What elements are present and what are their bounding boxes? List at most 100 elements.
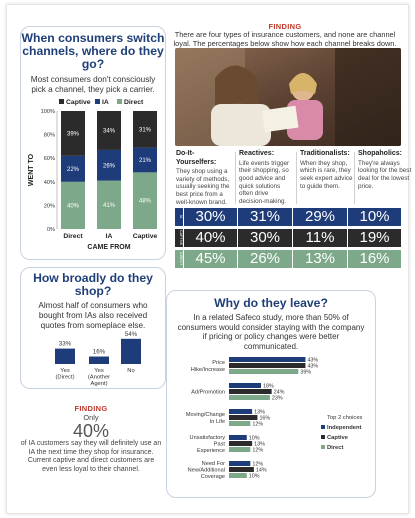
- finding-bottom-only: Only: [83, 413, 99, 422]
- legend-swatch: [321, 425, 325, 429]
- finding-top-label: FINDING: [268, 22, 302, 31]
- persona-traditionalists-name: Traditionalists:: [300, 150, 350, 157]
- bar-value-label: 12%: [252, 461, 263, 467]
- legend-swatch: [321, 445, 325, 449]
- bar-value-label: 13%: [254, 409, 265, 415]
- bar-value-label: 40%: [67, 203, 80, 209]
- bar-value-label: 39%: [67, 131, 80, 137]
- persona-traditionalists: Traditionalists: When they shop, which i…: [300, 150, 356, 190]
- bar-value-label: 22%: [67, 167, 80, 173]
- finding-bottom-text: of IA customers say they will definitely…: [20, 440, 162, 473]
- bar-value-label: 24%: [274, 389, 285, 395]
- y-tick-label: 40%: [44, 180, 55, 186]
- category-label: In Life: [210, 419, 225, 425]
- why-leave-title: Why do they leave?: [214, 296, 328, 310]
- bar-value-label: 12%: [252, 447, 263, 453]
- bar-value-label: 31%: [139, 127, 152, 133]
- y-tick-label: 80%: [44, 133, 55, 139]
- bar-value-label: 54%: [125, 331, 138, 338]
- legend-label: IA: [102, 99, 109, 106]
- channel-row-captive: CAPTIVE 40% 30% 11% 19%: [175, 229, 401, 247]
- channel-cell: 40%: [184, 229, 237, 247]
- channel-row-tag: CAPTIVE: [175, 229, 183, 247]
- legend-swatch: [321, 435, 325, 439]
- hbar: [229, 357, 306, 362]
- stacked-bar-segment: [97, 111, 121, 150]
- category-label: New/Additional: [188, 468, 225, 474]
- y-tick-label: 60%: [44, 156, 55, 162]
- finding-bottom-stat: 40%: [72, 421, 110, 441]
- stacked-bar-segment: [61, 155, 85, 182]
- persona-diy-desc: They shop using a variety of methods, us…: [176, 168, 230, 206]
- category-label: Need For: [202, 461, 225, 467]
- bar-value-label: 16%: [93, 349, 106, 356]
- legend-label: Independent: [327, 425, 362, 431]
- channel-row-tag: DIRECT: [175, 250, 183, 268]
- stacked-bar-segment: [61, 181, 85, 229]
- legend-label: Captive: [327, 435, 349, 441]
- legend-label: Direct: [124, 99, 144, 106]
- why-leave-chart: PriceHike/Increase43%43%39%Ad/Promotion1…: [186, 357, 363, 480]
- bar-value-label: 39%: [300, 369, 311, 375]
- bar-value-label: 48%: [139, 199, 152, 205]
- hbar: [229, 363, 306, 368]
- stacked-bar-segment: [97, 180, 121, 229]
- hbar: [229, 467, 254, 472]
- channel-switch-subtitle: Most consumers don't consciously pick a …: [30, 74, 156, 94]
- channel-switch-panel: When consumers switch channels, where do…: [20, 26, 166, 260]
- x-tick-label: No: [127, 368, 134, 374]
- bar-value-label: 12%: [252, 421, 263, 427]
- category-label: Hike/Increase: [191, 367, 225, 373]
- shopping-breadth-title: How broadly do they shop?: [33, 271, 153, 299]
- y-tick-label: 20%: [44, 203, 55, 209]
- bar-value-label: 43%: [307, 363, 318, 369]
- channel-cell: 31%: [238, 208, 292, 226]
- why-leave-panel: Why do they leave? In a related Safeco s…: [166, 290, 376, 498]
- bar: [121, 338, 141, 364]
- bar-value-label: 13%: [254, 441, 265, 447]
- channel-switch-chart: Captive IA Direct 0% 20% 40% 60% 80% 100% WENT TO…: [28, 99, 157, 251]
- legend-label: Captive: [66, 99, 91, 106]
- channel-cell: 26%: [238, 250, 292, 268]
- category-label: Experience: [197, 448, 225, 454]
- persona-shopaholics-desc: They're always looking for the best deal…: [358, 159, 412, 190]
- persona-diy: Do-It-Yourselfers: They shop using a var…: [176, 150, 232, 206]
- y-tick-label: 100%: [41, 109, 55, 115]
- hbar: [229, 435, 247, 440]
- stacked-bar-segment: [133, 111, 157, 148]
- persona-reactives-desc: Life events trigger their shopping, so g…: [239, 159, 290, 205]
- category-label: Unsatisfactory: [190, 435, 226, 441]
- legend-label: Direct: [327, 445, 344, 451]
- hbar: [229, 383, 261, 388]
- bar-value-label: 14%: [256, 467, 267, 473]
- persona-shopaholics-name: Shopaholics:: [358, 150, 402, 157]
- category-label: Moving/Change: [186, 412, 225, 418]
- channel-cell: 30%: [238, 229, 292, 247]
- category-label: Past: [214, 442, 226, 448]
- finding-top-text: There are four types of insurance custom…: [173, 30, 397, 48]
- x-tick-label: Direct: [63, 233, 83, 240]
- shopping-breadth-subtitle: Almost half of consumers who bought from…: [38, 301, 148, 331]
- bar-value-label: 23%: [272, 395, 283, 401]
- channel-cell: 30%: [184, 208, 237, 226]
- hbar: [229, 389, 272, 394]
- persona-divider: [235, 152, 236, 204]
- channel-row-ia: IA 30% 31% 29% 10%: [175, 208, 401, 226]
- channel-cell: 13%: [293, 250, 347, 268]
- channel-cell: 45%: [184, 250, 237, 268]
- channel-cell: 16%: [348, 250, 401, 268]
- stacked-bar-segment: [61, 111, 85, 156]
- x-tick-label: (Another: [88, 375, 110, 381]
- why-leave-subtitle: In a related Safeco study, more than 50%…: [177, 313, 365, 351]
- hbar: [229, 421, 251, 426]
- x-axis-label: CAME FROM: [87, 244, 130, 251]
- finding-top: FINDING There are four types of insuranc…: [170, 22, 400, 49]
- channel-cell: 11%: [293, 229, 347, 247]
- shopping-breadth-panel: How broadly do they shop? Almost half of…: [20, 267, 166, 389]
- bar: [89, 356, 109, 364]
- hbar: [229, 461, 251, 466]
- bar-value-label: 10%: [249, 435, 260, 441]
- hbar: [229, 395, 270, 400]
- channel-cell: 10%: [348, 208, 401, 226]
